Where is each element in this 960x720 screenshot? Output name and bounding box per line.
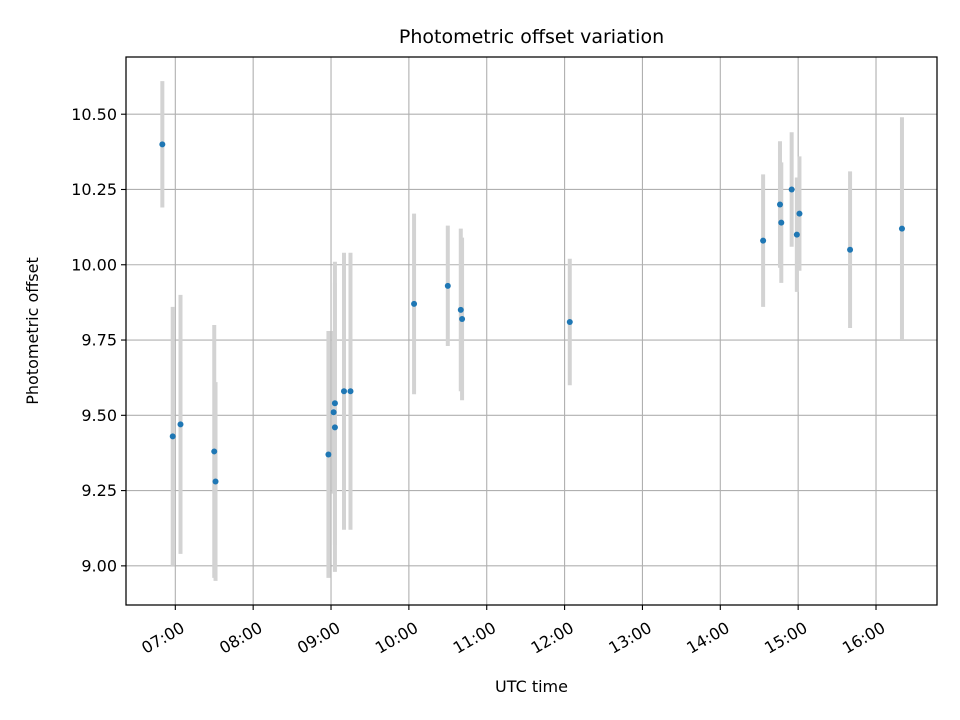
data-point	[331, 424, 338, 431]
data-point	[211, 448, 218, 455]
data-point	[411, 300, 418, 307]
data-point	[330, 409, 337, 416]
y-tick-label: 10.50	[71, 105, 117, 124]
chart-title: Photometric offset variation	[399, 26, 664, 48]
x-axis-label: UTC time	[495, 677, 568, 696]
data-point	[566, 318, 573, 325]
data-point	[898, 225, 905, 232]
data-point	[159, 141, 166, 148]
data-point	[444, 282, 451, 289]
y-tick-label: 10.25	[71, 180, 117, 199]
data-point	[347, 388, 354, 395]
y-axis-label: Photometric offset	[23, 257, 42, 405]
data-point	[457, 306, 464, 313]
data-point	[796, 210, 803, 217]
y-axis-ticks: 9.00 9.25 9.50 9.75 10.00 10.25 10.50	[71, 105, 126, 575]
data-point	[325, 451, 332, 458]
data-point	[459, 315, 466, 322]
y-tick-label: 9.00	[81, 556, 117, 575]
data-point	[331, 400, 338, 407]
data-point	[177, 421, 184, 428]
y-tick-label: 9.25	[81, 481, 117, 500]
plot-frame	[125, 56, 938, 606]
data-point	[847, 246, 854, 253]
data-points	[159, 141, 905, 485]
data-point	[778, 219, 785, 226]
data-point	[212, 478, 219, 485]
data-point	[788, 186, 795, 193]
y-tick-label: 10.00	[71, 255, 117, 274]
data-point	[776, 201, 783, 208]
y-tick-label: 9.75	[81, 331, 117, 350]
data-point	[340, 388, 347, 395]
data-point	[169, 433, 176, 440]
y-tick-label: 9.50	[81, 406, 117, 425]
data-point	[793, 231, 800, 238]
data-point	[760, 237, 767, 244]
grid	[126, 57, 937, 605]
